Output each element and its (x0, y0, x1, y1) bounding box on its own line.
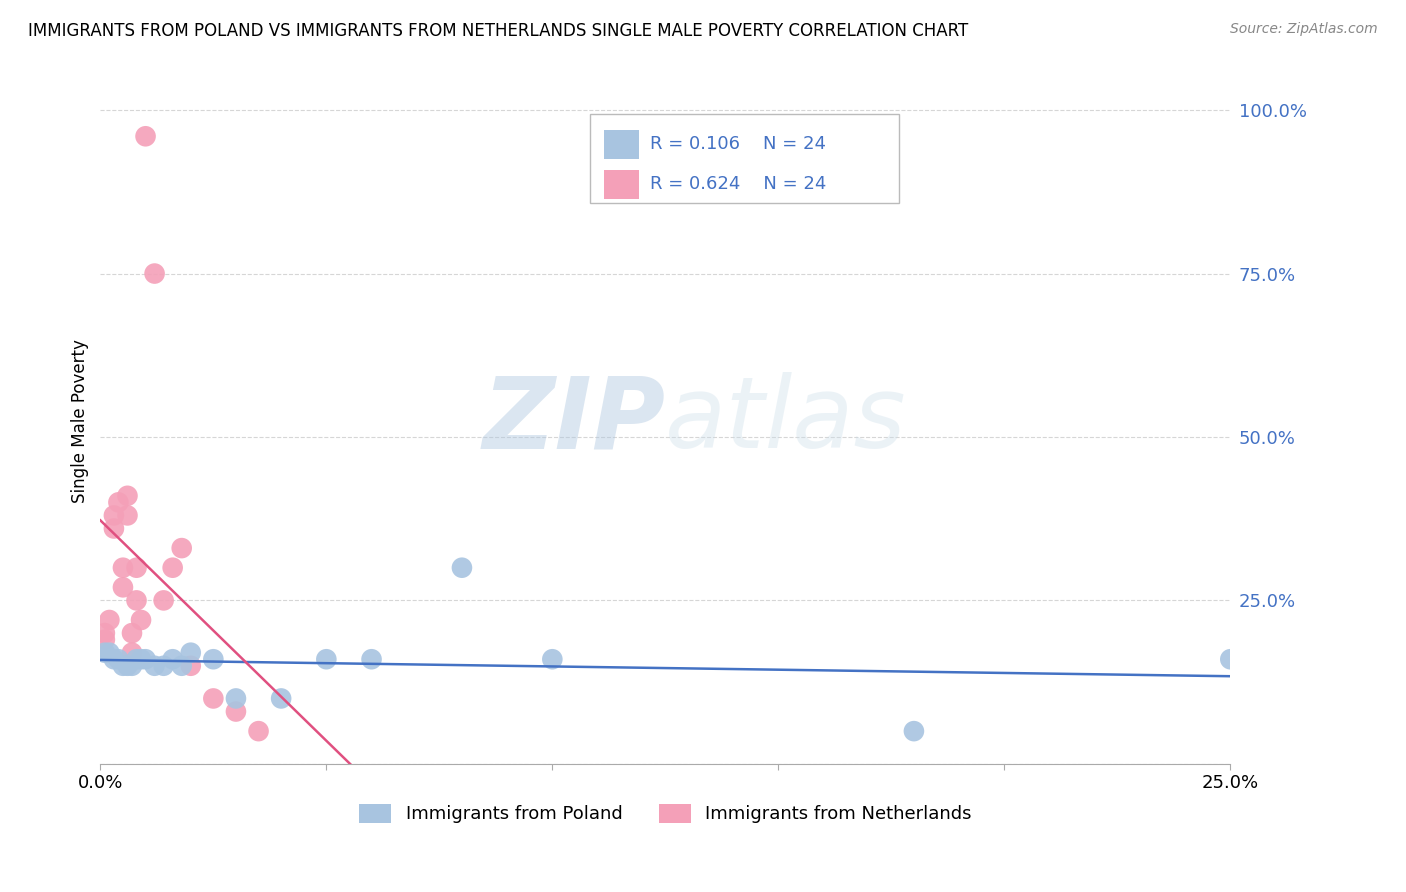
Point (98, 646, 121, 660)
Point (170, 541, 193, 555)
Point (125, 593, 148, 607)
Point (111, 580, 134, 594)
Point (180, 646, 202, 660)
Point (98, 613, 121, 627)
Y-axis label: Single Male Poverty: Single Male Poverty (72, 339, 89, 502)
Point (111, 560, 134, 574)
Point (270, 691, 292, 706)
Point (162, 652, 184, 666)
Text: R = 0.624    N = 24: R = 0.624 N = 24 (651, 176, 827, 194)
Point (129, 613, 152, 627)
Point (117, 489, 139, 503)
Text: R = 0.106    N = 24: R = 0.106 N = 24 (651, 136, 827, 153)
Point (170, 658, 193, 673)
Point (225, 691, 247, 706)
Point (541, 652, 564, 666)
Point (125, 652, 148, 666)
Point (315, 652, 337, 666)
Text: Source: ZipAtlas.com: Source: ZipAtlas.com (1230, 22, 1378, 37)
Text: ZIP: ZIP (482, 372, 665, 469)
Point (247, 724, 270, 739)
Point (162, 560, 184, 574)
Point (125, 560, 148, 574)
Point (903, 724, 925, 739)
Point (103, 508, 125, 523)
Point (111, 658, 134, 673)
Point (1219, 652, 1241, 666)
Point (94, 632, 117, 647)
Point (103, 652, 125, 666)
Point (225, 705, 247, 719)
Point (143, 267, 166, 281)
Point (94, 626, 117, 640)
Point (202, 691, 225, 706)
Point (135, 129, 157, 144)
Point (94, 646, 117, 660)
Point (121, 646, 143, 660)
Point (152, 593, 174, 607)
Point (121, 658, 143, 673)
Point (202, 652, 225, 666)
Point (103, 521, 125, 535)
Point (129, 652, 152, 666)
Point (121, 626, 143, 640)
Point (107, 652, 129, 666)
Point (451, 560, 474, 574)
Point (360, 652, 382, 666)
Point (117, 658, 139, 673)
Legend: Immigrants from Poland, Immigrants from Netherlands: Immigrants from Poland, Immigrants from … (359, 804, 972, 823)
Point (152, 658, 174, 673)
Text: atlas: atlas (665, 372, 907, 469)
Point (180, 658, 202, 673)
Point (135, 652, 157, 666)
Point (143, 658, 166, 673)
Point (117, 508, 139, 523)
Point (107, 495, 129, 509)
Text: IMMIGRANTS FROM POLAND VS IMMIGRANTS FROM NETHERLANDS SINGLE MALE POVERTY CORREL: IMMIGRANTS FROM POLAND VS IMMIGRANTS FRO… (28, 22, 969, 40)
